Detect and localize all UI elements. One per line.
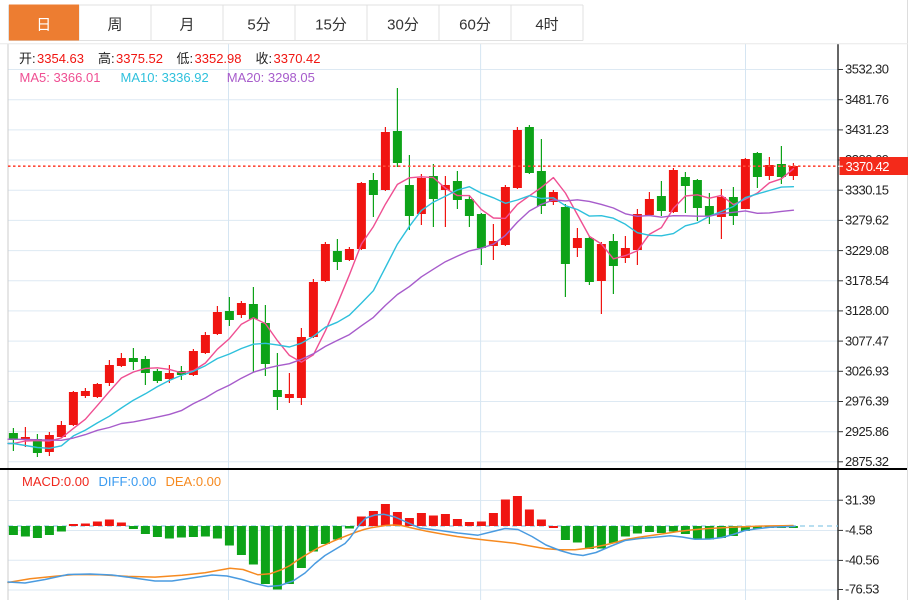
svg-text:3481.76: 3481.76 <box>845 92 889 107</box>
svg-text:MACD:0.00: MACD:0.00 <box>22 474 89 489</box>
svg-text:30分: 30分 <box>387 17 419 34</box>
svg-text:3128.00: 3128.00 <box>845 303 889 318</box>
svg-text:2976.39: 2976.39 <box>845 394 889 409</box>
svg-text:MA10: 3336.92: MA10: 3336.92 <box>121 70 209 85</box>
svg-text:3279.62: 3279.62 <box>845 213 889 228</box>
svg-text:60分: 60分 <box>459 17 491 34</box>
svg-text:周: 周 <box>107 17 122 34</box>
svg-text:高:: 高: <box>98 51 115 66</box>
svg-text:MA5: 3366.01: MA5: 3366.01 <box>20 70 101 85</box>
svg-text:3352.98: 3352.98 <box>195 51 242 66</box>
svg-text:MA20: 3298.05: MA20: 3298.05 <box>227 70 315 85</box>
svg-text:3375.52: 3375.52 <box>116 51 163 66</box>
svg-text:3370.42: 3370.42 <box>846 159 890 174</box>
svg-text:3178.54: 3178.54 <box>845 273 889 288</box>
svg-text:-76.53: -76.53 <box>845 582 879 597</box>
svg-text:31.39: 31.39 <box>845 492 875 507</box>
svg-text:日: 日 <box>36 17 51 34</box>
svg-text:-4.58: -4.58 <box>845 523 872 538</box>
svg-text:DIFF:0.00: DIFF:0.00 <box>99 474 157 489</box>
svg-text:3077.47: 3077.47 <box>845 333 889 348</box>
svg-text:3532.30: 3532.30 <box>845 62 889 77</box>
svg-text:3431.23: 3431.23 <box>845 122 889 137</box>
svg-text:3354.63: 3354.63 <box>37 51 84 66</box>
svg-text:4时: 4时 <box>535 17 558 34</box>
svg-text:3229.08: 3229.08 <box>845 243 889 258</box>
svg-text:5分: 5分 <box>247 17 270 34</box>
svg-text:2875.32: 2875.32 <box>845 454 889 469</box>
svg-text:月: 月 <box>179 17 194 34</box>
svg-text:15分: 15分 <box>315 17 347 34</box>
svg-text:开:: 开: <box>19 51 36 66</box>
svg-text:2925.86: 2925.86 <box>845 424 889 439</box>
svg-text:3330.15: 3330.15 <box>845 182 889 197</box>
svg-text:收:: 收: <box>256 51 273 66</box>
svg-text:DEA:0.00: DEA:0.00 <box>166 474 222 489</box>
svg-text:3370.42: 3370.42 <box>274 51 321 66</box>
svg-text:3026.93: 3026.93 <box>845 364 889 379</box>
svg-text:-40.56: -40.56 <box>845 553 879 568</box>
svg-text:低:: 低: <box>177 51 194 66</box>
